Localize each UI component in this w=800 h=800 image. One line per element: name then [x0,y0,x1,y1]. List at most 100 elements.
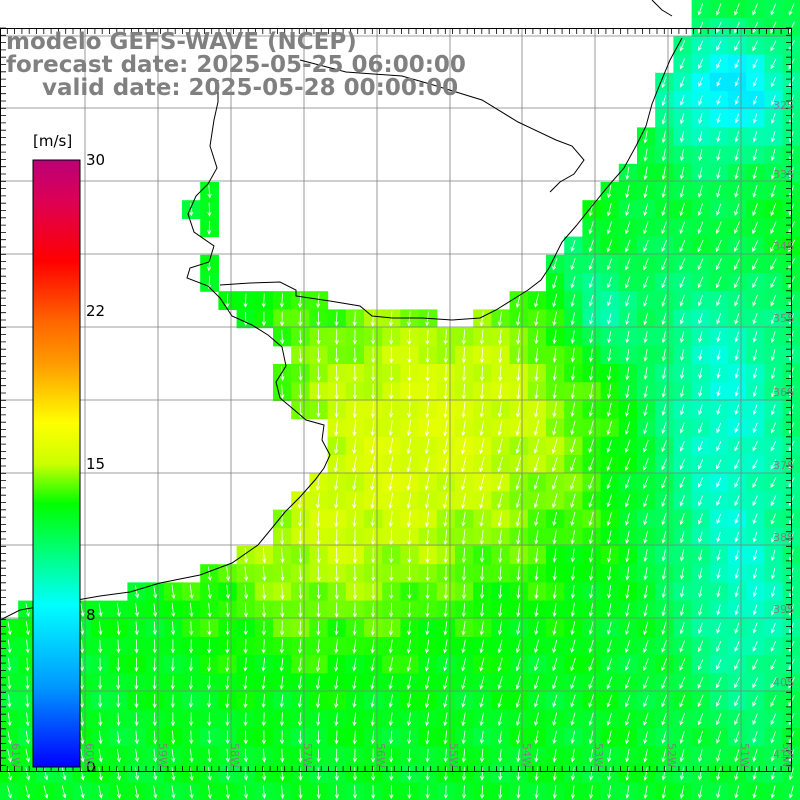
wind-vector-arrow [480,767,485,781]
wind-vector-arrow [280,584,285,600]
wind-vector-arrow [424,676,430,690]
wind-vector-arrow [352,438,357,455]
wind-vector-arrow [661,185,667,198]
wind-vector-arrow [534,694,540,708]
wind-vector-arrow [679,166,685,180]
wind-vector-arrow [534,311,539,327]
wind-vector-arrow [61,785,67,799]
wind-vector-arrow [552,420,558,436]
wind-speed-cell [746,473,765,492]
wind-vector-arrow [243,293,248,308]
wind-vector-arrow [316,693,321,709]
wind-vector-arrow [262,547,267,564]
wind-vector-arrow [207,620,212,636]
wind-vector-arrow [716,640,722,653]
wind-vector-arrow [479,365,485,382]
wind-vector-arrow [679,185,685,198]
wind-vector-arrow [334,621,339,636]
wind-vector-arrow [516,529,521,545]
wind-vector-arrow [243,748,248,763]
wind-vector-arrow [534,712,539,727]
wind-vector-arrow [589,348,594,363]
wind-vector-arrow [334,712,339,727]
wind-vector-arrow [7,712,12,727]
wind-vector-arrow [716,368,721,380]
wind-vector-arrow [443,639,448,654]
wind-vector-arrow [98,621,103,636]
wind-vector-arrow [534,530,539,545]
wind-vector-arrow [461,766,467,782]
wind-vector-arrow [406,694,412,709]
wind-vector-arrow [261,621,266,636]
wind-vector-arrow [643,494,649,508]
wind-vector-arrow [334,657,339,672]
wind-vector-arrow [606,494,613,508]
wind-vector-arrow [407,785,412,800]
wind-vector-arrow [570,548,575,563]
wind-vector-arrow [370,602,376,618]
wind-vector-arrow [679,258,686,271]
wind-vector-arrow [588,712,594,726]
wind-vector-arrow [625,766,630,781]
wind-vector-arrow [352,511,357,528]
wind-vector-arrow [716,95,721,106]
wind-vector-arrow [134,675,139,690]
wind-vector-arrow [352,311,357,327]
wind-vector-arrow [262,785,267,799]
wind-vector-arrow [770,495,777,507]
wind-vector-arrow [752,659,759,671]
wind-vector-arrow [534,658,540,672]
wind-vector-arrow [661,494,667,507]
wind-vector-arrow [770,749,776,762]
wind-vector-arrow [643,276,649,289]
wind-vector-arrow [425,602,430,618]
wind-vector-arrow [698,185,703,198]
wind-vector-arrow [225,602,230,618]
wind-vector-arrow [679,694,686,708]
wind-vector-arrow [698,404,703,416]
wind-vector-arrow [479,529,484,545]
wind-vector-arrow [443,401,448,419]
wind-vector-arrow [534,584,539,600]
wind-vector-arrow [334,748,339,763]
wind-vector-arrow [80,785,85,799]
wind-vector-arrow [171,785,176,799]
wind-vector-arrow [334,329,339,345]
wind-vector-arrow [643,766,648,781]
wind-vector-arrow [352,419,357,437]
wind-vector-arrow [189,584,194,600]
wind-vector-arrow [643,421,649,435]
wind-vector-arrow [552,311,557,327]
wind-vector-arrow [80,748,85,763]
wind-vector-arrow [625,603,630,617]
wind-vector-arrow [734,3,740,16]
wind-vector-arrow [589,366,594,381]
wind-vector-arrow [298,785,303,800]
wind-vector-arrow [352,766,358,782]
wind-vector-arrow [479,401,484,418]
wind-vector-arrow [679,239,686,253]
wind-vector-arrow [442,438,448,455]
wind-vector-arrow [552,639,558,654]
wind-vector-arrow [625,512,630,526]
wind-vector-arrow [461,438,467,455]
wind-vector-arrow [497,511,503,527]
wind-vector-arrow [443,730,448,745]
wind-vector-arrow [606,457,613,472]
wind-vector-arrow [697,640,704,653]
wind-vector-arrow [316,748,321,763]
wind-vector-arrow [607,348,612,362]
wind-vector-arrow [734,404,740,416]
wind-vector-arrow [643,476,649,489]
wind-vector-arrow [534,365,539,382]
lon-label: 61W [9,743,22,768]
wind-vector-arrow [734,677,740,689]
wind-vector-arrow [352,657,357,672]
wind-vector-arrow [770,713,777,726]
wind-vector-arrow [443,329,448,345]
model-title: modelo GEFS-WAVE (NCEP) [6,29,357,55]
wind-vector-arrow [734,641,740,652]
wind-vector-arrow [225,693,230,709]
wind-vector-arrow [516,785,521,799]
wind-vector-arrow [479,329,485,345]
